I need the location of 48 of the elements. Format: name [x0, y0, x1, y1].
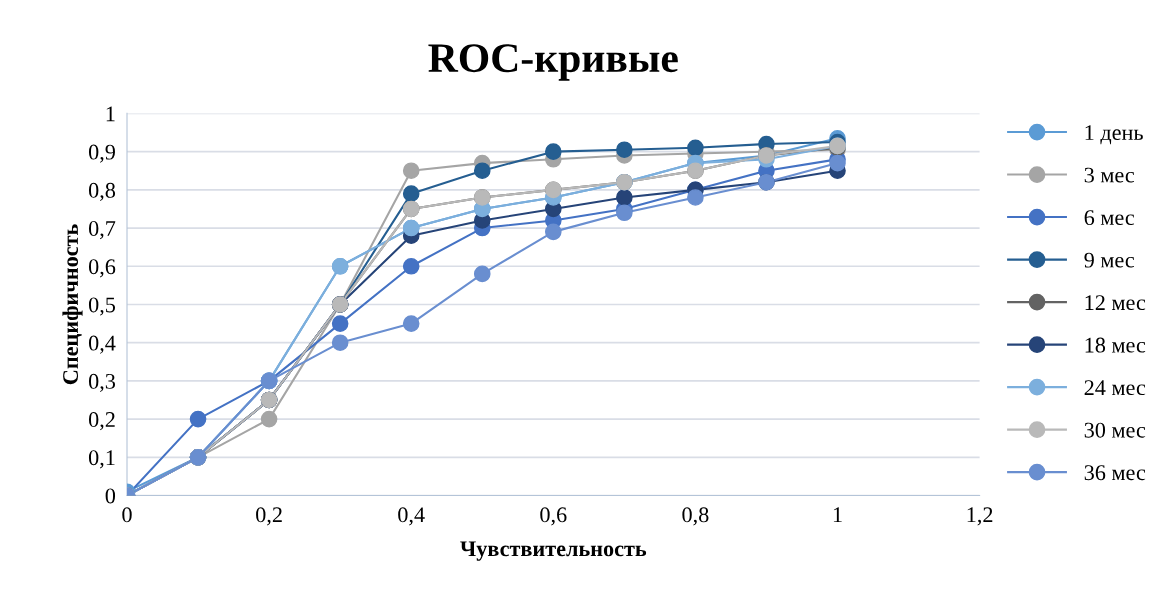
point: [260, 410, 278, 428]
legend-label: 1 день: [1085, 125, 1143, 145]
x-tick-label: 0,6: [540, 507, 567, 526]
y-tick-label: 0,4: [88, 335, 116, 354]
y-tick-label: 0,7: [88, 220, 116, 240]
legend-label: 9 мес: [1084, 252, 1135, 268]
x-axis-title: Чувствительность: [460, 541, 647, 561]
point: [331, 315, 349, 332]
y-tick-label: 0,1: [88, 450, 115, 469]
legend-label: 24 мес: [1084, 380, 1146, 396]
y-tick-label: 0: [105, 488, 116, 504]
point: [189, 410, 207, 428]
legend-label: 3 мес: [1084, 167, 1135, 183]
legend-label: 30 мес: [1084, 422, 1146, 438]
point: [473, 265, 491, 283]
point: [616, 141, 633, 159]
point: [473, 162, 491, 180]
y-tick-label: 0,3: [88, 373, 116, 393]
y-tick-label: 1: [106, 106, 115, 122]
point: [402, 257, 420, 275]
point: [687, 139, 704, 157]
point: [402, 185, 420, 202]
y-tick-label: 0,5: [88, 297, 116, 316]
point: [402, 162, 420, 180]
point: [616, 204, 633, 222]
point: [687, 189, 704, 206]
legend-label: 18 мес: [1085, 337, 1146, 353]
x-tick-label: 0: [122, 507, 132, 523]
y-tick-label: 0,8: [88, 182, 116, 201]
x-tick-label: 0,4: [398, 507, 425, 526]
y-axis-title: Специфичность: [62, 224, 83, 385]
point: [402, 315, 420, 332]
point: [331, 334, 349, 351]
point: [545, 143, 562, 160]
x-tick-label: 0,2: [256, 507, 282, 526]
y-tick-label: 0,6: [88, 259, 116, 278]
legend-label: 12 мес: [1085, 295, 1146, 311]
point: [545, 223, 562, 241]
point: [829, 154, 846, 172]
point: [616, 189, 633, 206]
x-tick-label: 1: [833, 507, 842, 523]
legend-label: 6 мес: [1084, 210, 1135, 226]
x-tick-label: 1,2: [967, 507, 993, 526]
legend-label: 36 мес: [1084, 465, 1146, 481]
chart-title: ROC-кривые: [428, 44, 678, 81]
y-tick-label: 0,9: [88, 144, 115, 163]
x-tick-label: 0,8: [682, 507, 709, 526]
y-tick-label: 0,2: [88, 412, 115, 431]
